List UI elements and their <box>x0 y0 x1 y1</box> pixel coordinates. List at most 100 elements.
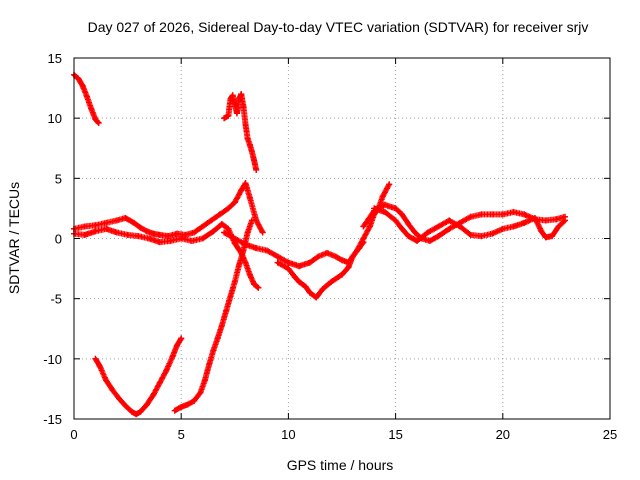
data-point <box>538 228 545 235</box>
data-point <box>456 223 463 230</box>
data-point <box>392 217 399 224</box>
series-track-d <box>221 91 260 173</box>
data-point <box>83 93 90 100</box>
data-point <box>178 335 185 342</box>
series-track-j <box>371 205 568 244</box>
data-point <box>146 235 153 242</box>
data-point <box>143 401 150 408</box>
data-point <box>381 209 388 216</box>
data-point <box>356 245 363 252</box>
data-point <box>221 229 228 236</box>
x-tick-label: 15 <box>388 427 402 442</box>
data-point <box>173 230 180 237</box>
data-point <box>467 213 474 220</box>
data-point <box>345 264 352 271</box>
y-tick-label: -15 <box>43 412 62 427</box>
data-point <box>259 229 266 236</box>
data-point <box>92 222 99 229</box>
data-point <box>339 271 345 278</box>
grid <box>74 58 610 419</box>
data-point <box>122 215 129 222</box>
data-point <box>489 230 496 237</box>
x-axis-label: GPS time / hours <box>287 457 394 473</box>
data-point <box>246 271 253 278</box>
data-point <box>113 229 120 236</box>
y-tick-label: 15 <box>48 51 62 66</box>
data-point <box>210 347 217 354</box>
data-point <box>399 225 406 232</box>
data-point <box>411 229 418 236</box>
data-point <box>296 278 303 285</box>
data-point <box>386 181 393 188</box>
data-point <box>302 283 309 290</box>
data-point <box>210 228 217 235</box>
data-point <box>208 217 215 224</box>
data-point <box>478 233 485 240</box>
data-point <box>221 115 228 122</box>
data-point <box>178 403 185 410</box>
y-tick-label: 10 <box>48 111 62 126</box>
data-point <box>251 281 258 288</box>
data-point <box>339 257 345 264</box>
data-point <box>285 259 292 266</box>
data-point <box>231 278 238 285</box>
data-point <box>248 148 255 155</box>
data-point <box>435 233 442 240</box>
data-point <box>236 261 243 268</box>
data-point <box>116 395 123 402</box>
series-track-c <box>171 217 255 414</box>
data-point <box>467 231 474 238</box>
y-tick-label: 0 <box>55 232 62 247</box>
data-series <box>71 71 568 418</box>
data-point <box>231 100 238 107</box>
data-point <box>285 265 292 272</box>
data-point <box>81 231 88 238</box>
data-point <box>156 231 163 238</box>
data-point <box>549 233 556 240</box>
data-point <box>253 245 260 252</box>
data-point <box>231 235 238 242</box>
data-point <box>542 234 549 241</box>
data-point <box>240 103 247 110</box>
data-point <box>306 259 313 266</box>
data-point <box>238 91 245 98</box>
data-point <box>531 215 538 222</box>
data-point <box>150 391 157 398</box>
data-point <box>246 194 253 201</box>
y-tick-label: 5 <box>55 171 62 186</box>
data-point <box>315 253 322 260</box>
data-point <box>246 141 253 148</box>
marker-trace <box>92 335 185 418</box>
data-point <box>201 377 208 384</box>
data-point <box>184 401 191 408</box>
data-point <box>319 286 326 293</box>
data-point <box>113 217 120 224</box>
data-point <box>349 253 356 260</box>
data-point <box>165 233 172 240</box>
data-point <box>135 233 142 240</box>
data-point <box>92 355 99 362</box>
data-point <box>253 166 260 173</box>
data-point <box>253 217 260 224</box>
data-point <box>167 237 174 244</box>
data-point <box>95 119 102 126</box>
data-point <box>242 121 249 128</box>
series-track-b <box>92 335 185 418</box>
data-point <box>366 223 373 230</box>
series-track-e <box>71 180 266 240</box>
data-point <box>399 211 406 218</box>
data-point <box>223 307 230 314</box>
data-point <box>251 157 258 164</box>
data-point <box>371 205 378 212</box>
data-point <box>242 241 249 248</box>
data-point <box>218 221 225 228</box>
data-point <box>242 259 249 266</box>
data-point <box>103 225 110 232</box>
data-point <box>231 199 238 206</box>
data-point <box>156 379 163 386</box>
data-point <box>360 239 367 246</box>
data-point <box>236 95 243 102</box>
data-point <box>178 235 185 242</box>
data-point <box>328 278 335 285</box>
data-point <box>214 335 221 342</box>
